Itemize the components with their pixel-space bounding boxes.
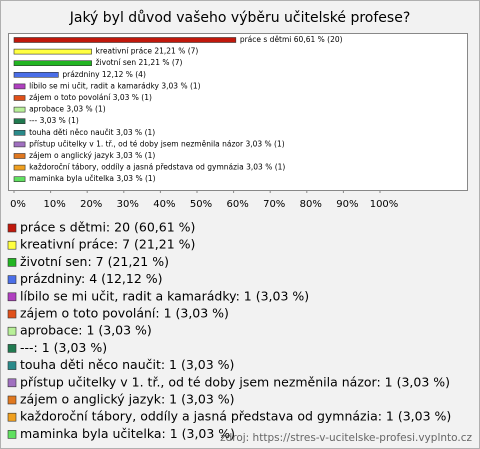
- bar: [13, 60, 92, 67]
- legend-label: touha děti něco naučit: 1 (3,03 %): [20, 357, 234, 372]
- x-tick-label: 0%: [10, 199, 26, 210]
- x-tick-label: 70%: [263, 199, 285, 210]
- bar: [13, 106, 26, 113]
- x-tick-label: 20%: [80, 199, 102, 210]
- data-label: přístup učitelky v 1. tř., od té doby js…: [29, 139, 285, 148]
- bar: [13, 37, 237, 43]
- legend-label: líbilo se mi učit, radit a kamarádky: 1 …: [20, 288, 309, 303]
- legend-swatch: [7, 258, 17, 267]
- x-tick-label: 80%: [300, 199, 322, 210]
- legend-label: prázdniny: 4 (12,12 %): [20, 271, 163, 286]
- data-label: zájem o toto povolání 3,03 % (1): [29, 93, 152, 102]
- legend-swatch: [7, 240, 17, 250]
- legend-swatch: [7, 378, 17, 388]
- data-label: prázdniny 12,12 % (4): [62, 70, 146, 79]
- bar: [13, 176, 26, 182]
- bar: [13, 153, 26, 159]
- legend-swatch: [7, 361, 17, 370]
- legend-swatch: [7, 430, 17, 439]
- bar: [13, 83, 26, 90]
- legend-swatch: [7, 275, 17, 284]
- legend-label: maminka byla učitelka: 1 (3,03 %): [20, 426, 235, 441]
- legend-swatch: [7, 326, 17, 336]
- bar: [13, 118, 26, 124]
- chart-title: Jaký byl důvod vašeho výběru učitelské p…: [69, 10, 411, 26]
- bar: [13, 95, 26, 101]
- legend-label: přístup učitelky v 1. tř., od té doby js…: [20, 374, 450, 389]
- data-label: aprobace 3,03 % (1): [29, 105, 106, 114]
- legend-swatch: [7, 395, 17, 405]
- legend-label: každoroční tábory, oddíly a jasná předst…: [20, 409, 451, 424]
- x-tick-label: 40%: [153, 199, 175, 210]
- data-label: práce s dětmi 60,61 % (20): [240, 35, 343, 44]
- bar: [13, 72, 59, 78]
- x-tick-label: 50%: [190, 199, 212, 210]
- data-label: zájem o anglický jazyk 3,03 % (1): [29, 151, 155, 160]
- data-label: kreativní práce 21,21 % (7): [96, 47, 199, 56]
- data-label: --- 3,03 % (1): [29, 116, 79, 125]
- bar: [13, 48, 92, 55]
- data-label: maminka byla učitelka 3,03 % (1): [29, 174, 156, 183]
- plot-area: [8, 33, 468, 191]
- x-tick-label: 60%: [226, 199, 248, 210]
- legend-swatch: [7, 292, 17, 302]
- x-tick-label: 10%: [43, 199, 65, 210]
- legend-label: životní sen: 7 (21,21 %): [20, 254, 169, 269]
- legend-label: kreativní práce: 7 (21,21 %): [20, 237, 195, 252]
- legend-label: práce s dětmi: 20 (60,61 %): [20, 220, 195, 235]
- x-tick-label: 90%: [336, 199, 358, 210]
- source: zdroj: https://stres-v-ucitelske-profesi…: [220, 432, 472, 444]
- legend-label: zájem o toto povolání: 1 (3,03 %): [20, 306, 229, 321]
- data-label: touha děti něco naučit 3,03 % (1): [29, 128, 155, 137]
- legend-label: zájem o anglický jazyk: 1 (3,03 %): [20, 392, 235, 407]
- legend-swatch: [7, 309, 17, 319]
- data-label: životní sen 21,21 % (7): [96, 58, 183, 67]
- data-label: každoroční tábory, oddíly a jasná předst…: [29, 163, 285, 172]
- legend-label: ---: 1 (3,03 %): [20, 340, 107, 355]
- data-label: líbilo se mi učit, radit a kamarádky 3,0…: [29, 81, 201, 90]
- x-tick-label: 30%: [117, 199, 139, 210]
- legend-swatch: [7, 412, 17, 422]
- bar: [13, 141, 26, 148]
- x-tick-label: 100%: [370, 199, 399, 210]
- bar: [13, 164, 26, 171]
- legend-swatch: [7, 344, 17, 353]
- bar: [13, 130, 26, 136]
- legend-label: aprobace: 1 (3,03 %): [20, 323, 152, 338]
- legend-swatch: [7, 223, 17, 233]
